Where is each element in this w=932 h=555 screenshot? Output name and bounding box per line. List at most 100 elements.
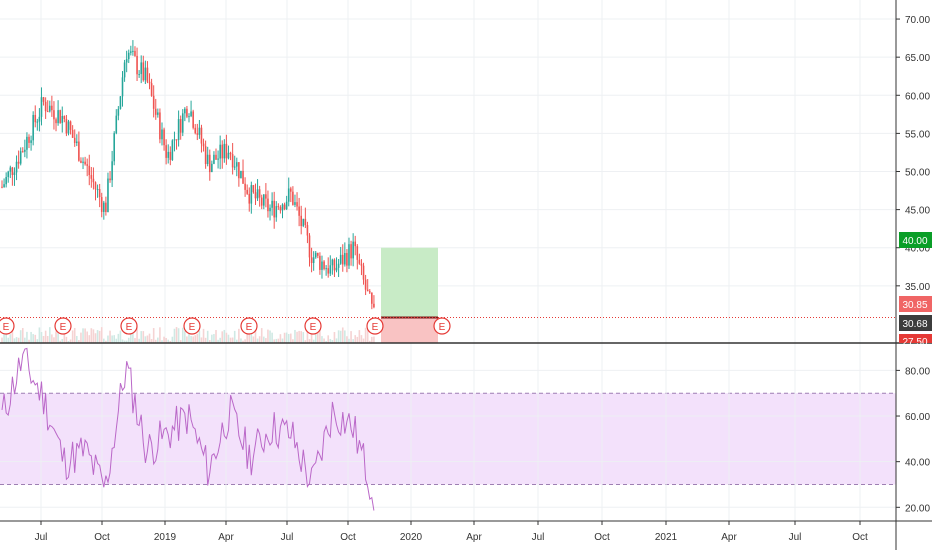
volume-bar <box>310 329 313 343</box>
candle-body <box>229 152 232 155</box>
candle-body <box>225 143 228 159</box>
candle-body <box>339 254 342 264</box>
volume-bar <box>250 331 253 343</box>
candle-body <box>73 137 76 144</box>
volume-bar <box>181 327 184 343</box>
candle-body <box>171 140 174 160</box>
volume-bar <box>159 327 161 343</box>
volume-bar <box>229 337 232 343</box>
volume-bar <box>308 339 311 343</box>
candle-body <box>296 202 298 207</box>
volume-bar <box>28 339 30 343</box>
candle-body <box>300 215 302 227</box>
volume-bar <box>323 338 325 343</box>
candle-body <box>71 129 74 138</box>
volume-bar <box>231 337 234 343</box>
time-tick-label: Oct <box>340 532 356 543</box>
candle-body <box>154 108 157 115</box>
candle-body <box>121 77 124 97</box>
time-axis[interactable]: Jul Oct 2019 Apr Jul Oct 2020 Apr Jul Oct 2021 Apr J… <box>35 521 868 543</box>
candle-body <box>202 143 205 147</box>
volume-bar <box>59 340 61 343</box>
candle-body <box>304 218 307 226</box>
stop-badge-label: 27.50 <box>902 337 927 348</box>
grid <box>0 0 896 521</box>
target-badge-label: 40.00 <box>902 236 927 247</box>
volume-bar <box>167 339 170 343</box>
volume-bar <box>7 337 10 343</box>
earnings-marker[interactable]: E <box>366 317 384 335</box>
volume-bar <box>109 330 111 343</box>
volume-bar <box>319 328 321 343</box>
earnings-marker-circle <box>433 317 451 335</box>
candle-body <box>194 127 197 134</box>
volume-bar <box>263 336 265 343</box>
candle-body <box>252 185 255 193</box>
earnings-marker-label: E <box>189 322 196 333</box>
time-tick-label: Jul <box>35 532 48 543</box>
volume-bar <box>238 328 240 343</box>
rsi-tick-label: 80.00 <box>905 366 930 377</box>
earnings-marker[interactable]: E <box>0 317 15 335</box>
volume-bar <box>192 336 194 343</box>
volume-bar <box>94 333 97 343</box>
volume-bar <box>366 329 369 343</box>
candle-body <box>190 111 192 117</box>
candle-body <box>192 111 194 128</box>
earnings-marker[interactable]: E <box>120 317 138 335</box>
volume-bar <box>325 340 327 343</box>
candle-body <box>159 112 161 140</box>
candle-body <box>354 241 357 247</box>
volume-bar <box>269 330 271 343</box>
candle-body <box>360 263 363 266</box>
candle-body <box>142 62 145 81</box>
candle-body <box>125 59 128 63</box>
volume-bar <box>321 336 323 343</box>
time-tick-label: Oct <box>852 532 868 543</box>
candle-body <box>317 252 319 256</box>
candle-body <box>319 255 321 270</box>
target-zone[interactable] <box>381 247 438 318</box>
volume-bar <box>242 340 244 343</box>
volume-bar <box>127 337 130 343</box>
volume-bar <box>277 338 280 343</box>
candle-body <box>90 175 93 179</box>
candle-body <box>333 259 336 271</box>
volume-bar <box>96 330 99 343</box>
volume-bar <box>55 331 57 343</box>
price-axis[interactable]: 70.00 65.00 60.00 55.00 50.00 45.00 40.00 35.00 <box>896 15 930 293</box>
candle-body <box>40 97 43 117</box>
candle-body <box>364 279 367 290</box>
candle-body <box>327 268 330 274</box>
time-tick-label: Apr <box>218 532 234 543</box>
rsi-axis[interactable]: 80.00 60.00 40.00 20.00 <box>896 366 930 514</box>
volume-bar <box>354 335 357 343</box>
candle-body <box>373 303 375 308</box>
volume-bar <box>32 334 34 343</box>
volume-bar <box>233 330 236 343</box>
price-tick-label: 50.00 <box>905 168 930 179</box>
time-tick-label: Apr <box>466 532 482 543</box>
volume-bar <box>65 336 68 343</box>
price-tick-label: 55.00 <box>905 129 930 140</box>
earnings-marker[interactable]: E <box>304 317 322 335</box>
volume-bar <box>196 333 199 343</box>
volume-bar <box>123 340 126 343</box>
stop-zone[interactable] <box>381 317 438 343</box>
earnings-marker[interactable]: E <box>183 317 201 335</box>
candle-body <box>281 204 284 211</box>
volume-bar <box>202 328 205 343</box>
volume-bar <box>67 340 70 343</box>
volume-bar <box>184 331 186 343</box>
candle-body <box>21 151 24 153</box>
candle-body <box>80 160 82 163</box>
earnings-marker[interactable]: E <box>54 317 72 335</box>
earnings-marker-circle <box>54 317 72 335</box>
candle-body <box>88 165 91 176</box>
rsi-line <box>1 347 375 511</box>
earnings-marker[interactable]: E <box>433 317 451 335</box>
candle-body <box>165 145 167 158</box>
earnings-marker[interactable]: E <box>240 317 258 335</box>
